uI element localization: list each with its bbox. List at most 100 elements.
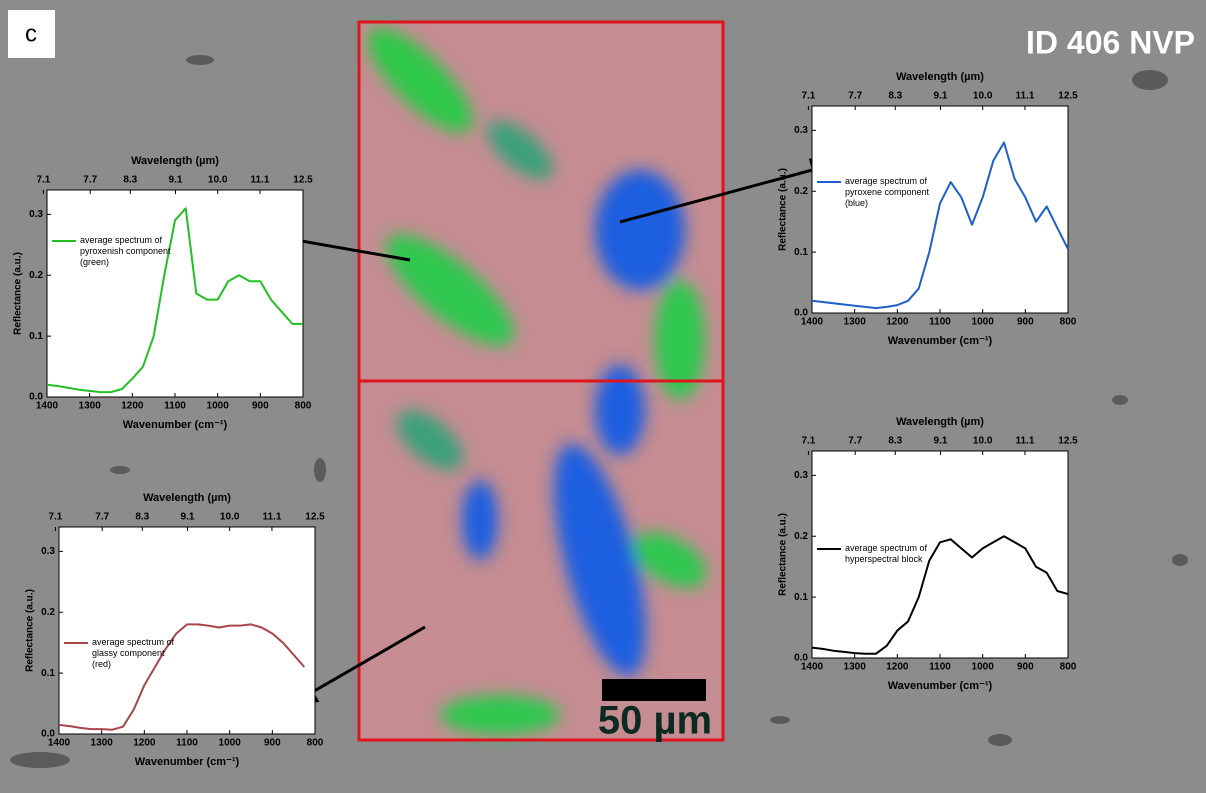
legend-label: average spectrum of pyroxenish component… — [80, 235, 172, 268]
x-tick-label: 1100 — [929, 317, 951, 328]
x-tick-label: 1300 — [844, 317, 867, 328]
legend-entry: average spectrum of hyperspectral block — [817, 543, 937, 565]
x-tick-label: 1200 — [886, 662, 909, 673]
x2-tick-label: 11.1 — [1015, 91, 1034, 102]
x-axis-title: Wavenumber (cm⁻¹) — [888, 335, 993, 347]
y-tick-label: 0.2 — [29, 270, 43, 281]
y-tick-label: 0.0 — [794, 308, 808, 319]
y-axis-title: Reflectance (a.u.) — [778, 513, 789, 596]
x-axis-title: Wavenumber (cm⁻¹) — [888, 680, 993, 692]
x2-tick-label: 7.1 — [36, 175, 50, 186]
y-axis-title: Reflectance (a.u.) — [778, 168, 789, 251]
top-axis-title: Wavelength (µm) — [896, 416, 984, 428]
y-tick-label: 0.3 — [29, 209, 43, 220]
x2-tick-label: 7.1 — [801, 91, 815, 102]
y-tick-label: 0.3 — [794, 470, 808, 481]
y-tick-label: 0.3 — [794, 125, 808, 136]
x-tick-label: 1300 — [844, 662, 867, 673]
x-tick-label: 1100 — [176, 738, 198, 749]
x2-tick-label: 7.1 — [48, 512, 62, 523]
x-tick-label: 800 — [1060, 317, 1077, 328]
y-axis-title: Reflectance (a.u.) — [13, 252, 24, 335]
sample-id: ID 406 NVP — [1026, 24, 1195, 60]
y-tick-label: 0.3 — [41, 546, 55, 557]
top-axis-title: Wavelength (µm) — [896, 71, 984, 83]
x2-tick-label: 10.0 — [973, 91, 993, 102]
x2-tick-label: 12.5 — [293, 175, 313, 186]
scale-bar-label: 50 µm — [598, 699, 712, 743]
x2-tick-label: 9.1 — [934, 91, 948, 102]
x2-tick-label: 8.3 — [888, 91, 902, 102]
x2-tick-label: 12.5 — [1058, 436, 1078, 447]
y-tick-label: 0.1 — [794, 592, 808, 603]
x2-tick-label: 12.5 — [305, 512, 325, 523]
x2-tick-label: 8.3 — [135, 512, 149, 523]
page: {"panel_label": "c", "sample_id": "ID 40… — [0, 0, 1206, 793]
plot-area — [59, 527, 315, 734]
x-tick-label: 900 — [1017, 317, 1034, 328]
y-tick-label: 0.2 — [41, 607, 55, 618]
x-tick-label: 800 — [295, 401, 312, 412]
legend-swatch — [817, 548, 841, 550]
figure: c ID 406 NVP 50 µm 140013001200110010009… — [0, 0, 1206, 793]
y-tick-label: 0.0 — [29, 392, 43, 403]
x-tick-label: 1000 — [972, 662, 995, 673]
x-tick-label: 900 — [252, 401, 269, 412]
y-axis-title: Reflectance (a.u.) — [25, 589, 36, 672]
x-tick-label: 900 — [1017, 662, 1034, 673]
x2-tick-label: 8.3 — [123, 175, 137, 186]
y-tick-label: 0.1 — [29, 331, 43, 342]
x-tick-label: 1200 — [121, 401, 144, 412]
x2-tick-label: 11.1 — [250, 175, 269, 186]
x2-tick-label: 9.1 — [169, 175, 183, 186]
x-tick-label: 1000 — [219, 738, 242, 749]
x2-tick-label: 11.1 — [262, 512, 281, 523]
x2-tick-label: 10.0 — [208, 175, 228, 186]
top-axis-title: Wavelength (µm) — [143, 492, 231, 504]
legend-swatch — [817, 181, 841, 183]
y-tick-label: 0.1 — [794, 247, 808, 258]
legend-swatch — [52, 240, 76, 242]
x2-tick-label: 12.5 — [1058, 91, 1078, 102]
panel-label: c — [25, 20, 37, 47]
x2-tick-label: 9.1 — [181, 512, 195, 523]
x2-tick-label: 7.1 — [801, 436, 815, 447]
hyperspectral-image — [353, 13, 723, 740]
x2-tick-label: 7.7 — [848, 436, 862, 447]
y-tick-label: 0.0 — [41, 729, 55, 740]
y-tick-label: 0.2 — [794, 531, 808, 542]
y-tick-label: 0.1 — [41, 668, 55, 679]
chart: 140013001200110010009008007.17.78.39.110… — [25, 492, 326, 768]
legend-label: average spectrum of hyperspectral block — [845, 543, 937, 565]
x2-tick-label: 7.7 — [848, 91, 862, 102]
x2-tick-label: 10.0 — [220, 512, 240, 523]
x-tick-label: 900 — [264, 738, 281, 749]
x-tick-label: 1100 — [929, 662, 951, 673]
legend-label: average spectrum of glassy component (re… — [92, 637, 184, 670]
x-tick-label: 1100 — [164, 401, 186, 412]
y-tick-label: 0.0 — [794, 653, 808, 664]
legend-entry: average spectrum of glassy component (re… — [64, 637, 184, 670]
x-tick-label: 1000 — [972, 317, 995, 328]
legend-swatch — [64, 642, 88, 644]
x-tick-label: 800 — [307, 738, 324, 749]
x-axis-title: Wavenumber (cm⁻¹) — [123, 419, 228, 431]
y-tick-label: 0.2 — [794, 186, 808, 197]
x-tick-label: 1300 — [79, 401, 102, 412]
top-axis-title: Wavelength (µm) — [131, 155, 219, 167]
legend-label: average spectrum of pyroxene component (… — [845, 176, 937, 209]
x-tick-label: 1200 — [133, 738, 156, 749]
x2-tick-label: 7.7 — [83, 175, 97, 186]
x2-tick-label: 8.3 — [888, 436, 902, 447]
x-tick-label: 1000 — [207, 401, 230, 412]
x-tick-label: 800 — [1060, 662, 1077, 673]
x2-tick-label: 10.0 — [973, 436, 993, 447]
x-axis-title: Wavenumber (cm⁻¹) — [135, 756, 240, 768]
x-tick-label: 1300 — [91, 738, 114, 749]
x2-tick-label: 9.1 — [934, 436, 948, 447]
x-tick-label: 1200 — [886, 317, 909, 328]
legend-entry: average spectrum of pyroxene component (… — [817, 176, 937, 209]
x2-tick-label: 11.1 — [1015, 436, 1034, 447]
legend-entry: average spectrum of pyroxenish component… — [52, 235, 172, 268]
